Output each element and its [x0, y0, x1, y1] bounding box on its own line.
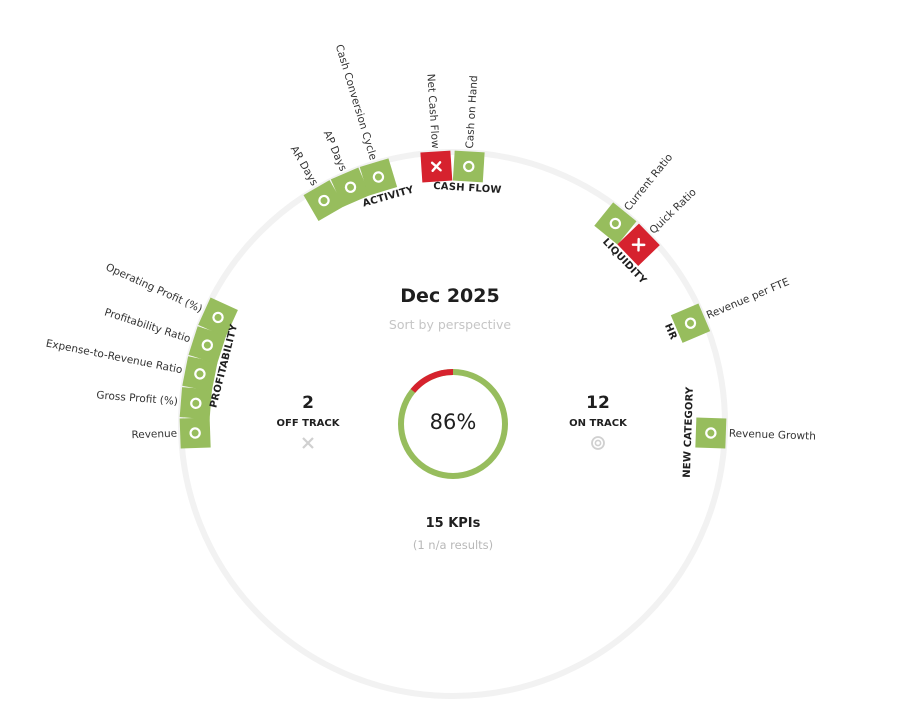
kpi-tile-cash-on-hand[interactable]	[452, 150, 485, 183]
kpi-tile-revenue[interactable]	[179, 417, 211, 449]
circle-check-icon	[591, 436, 605, 450]
total-kpis: 15 KPIs	[425, 516, 481, 531]
on-track-summary: 12 ON TRACK	[548, 393, 648, 451]
x-icon	[430, 161, 442, 172]
kpi-label: Revenue	[131, 427, 178, 442]
circle-icon	[609, 217, 622, 230]
kpi-tile-ap-days[interactable]	[330, 167, 371, 207]
progress-ring-off-track-arc	[410, 369, 454, 393]
kpi-tile-revenue-growth[interactable]	[695, 417, 727, 449]
off-track-count: 2	[302, 393, 314, 413]
kpi-tile-ar-days[interactable]	[303, 180, 345, 222]
kpi-tile-operating-profit[interactable]	[198, 297, 238, 338]
kpi-tile-expense-to-revenue-ratio[interactable]	[182, 356, 218, 392]
circle-icon	[372, 171, 385, 183]
period-title: Dec 2025	[400, 285, 500, 307]
off-track-summary: 2 OFF TRACK	[258, 393, 358, 451]
circle-icon	[684, 317, 697, 329]
circle-icon	[318, 194, 330, 207]
circle-icon	[201, 339, 214, 351]
kpi-tile-profitability-ratio[interactable]	[188, 326, 227, 364]
sort-by-perspective-link[interactable]: Sort by perspective	[388, 317, 512, 332]
x-icon	[631, 237, 646, 252]
on-track-percentage: 86%	[429, 410, 477, 434]
kpi-tile-quick-ratio[interactable]	[617, 223, 660, 266]
circle-icon	[344, 181, 357, 193]
on-track-count: 12	[586, 393, 610, 413]
off-track-label: OFF TRACK	[276, 418, 340, 429]
circle-icon	[194, 368, 206, 380]
circle-icon	[190, 397, 202, 410]
on-track-label: ON TRACK	[569, 418, 627, 429]
circle-icon	[189, 427, 201, 439]
kpi-tile-net-cash-flow[interactable]	[420, 150, 453, 183]
kpi-tile-gross-profit[interactable]	[179, 387, 212, 420]
x-icon	[302, 437, 314, 449]
circle-icon	[463, 160, 475, 173]
circle-icon	[705, 427, 717, 439]
kpi-tile-revenue-per-fte[interactable]	[670, 303, 711, 343]
circle-icon	[212, 311, 224, 324]
kpi-tile-cash-conversion-cycle[interactable]	[359, 158, 398, 196]
na-results: (1 n/a results)	[412, 538, 494, 552]
kpi-tile-current-ratio[interactable]	[594, 202, 637, 245]
